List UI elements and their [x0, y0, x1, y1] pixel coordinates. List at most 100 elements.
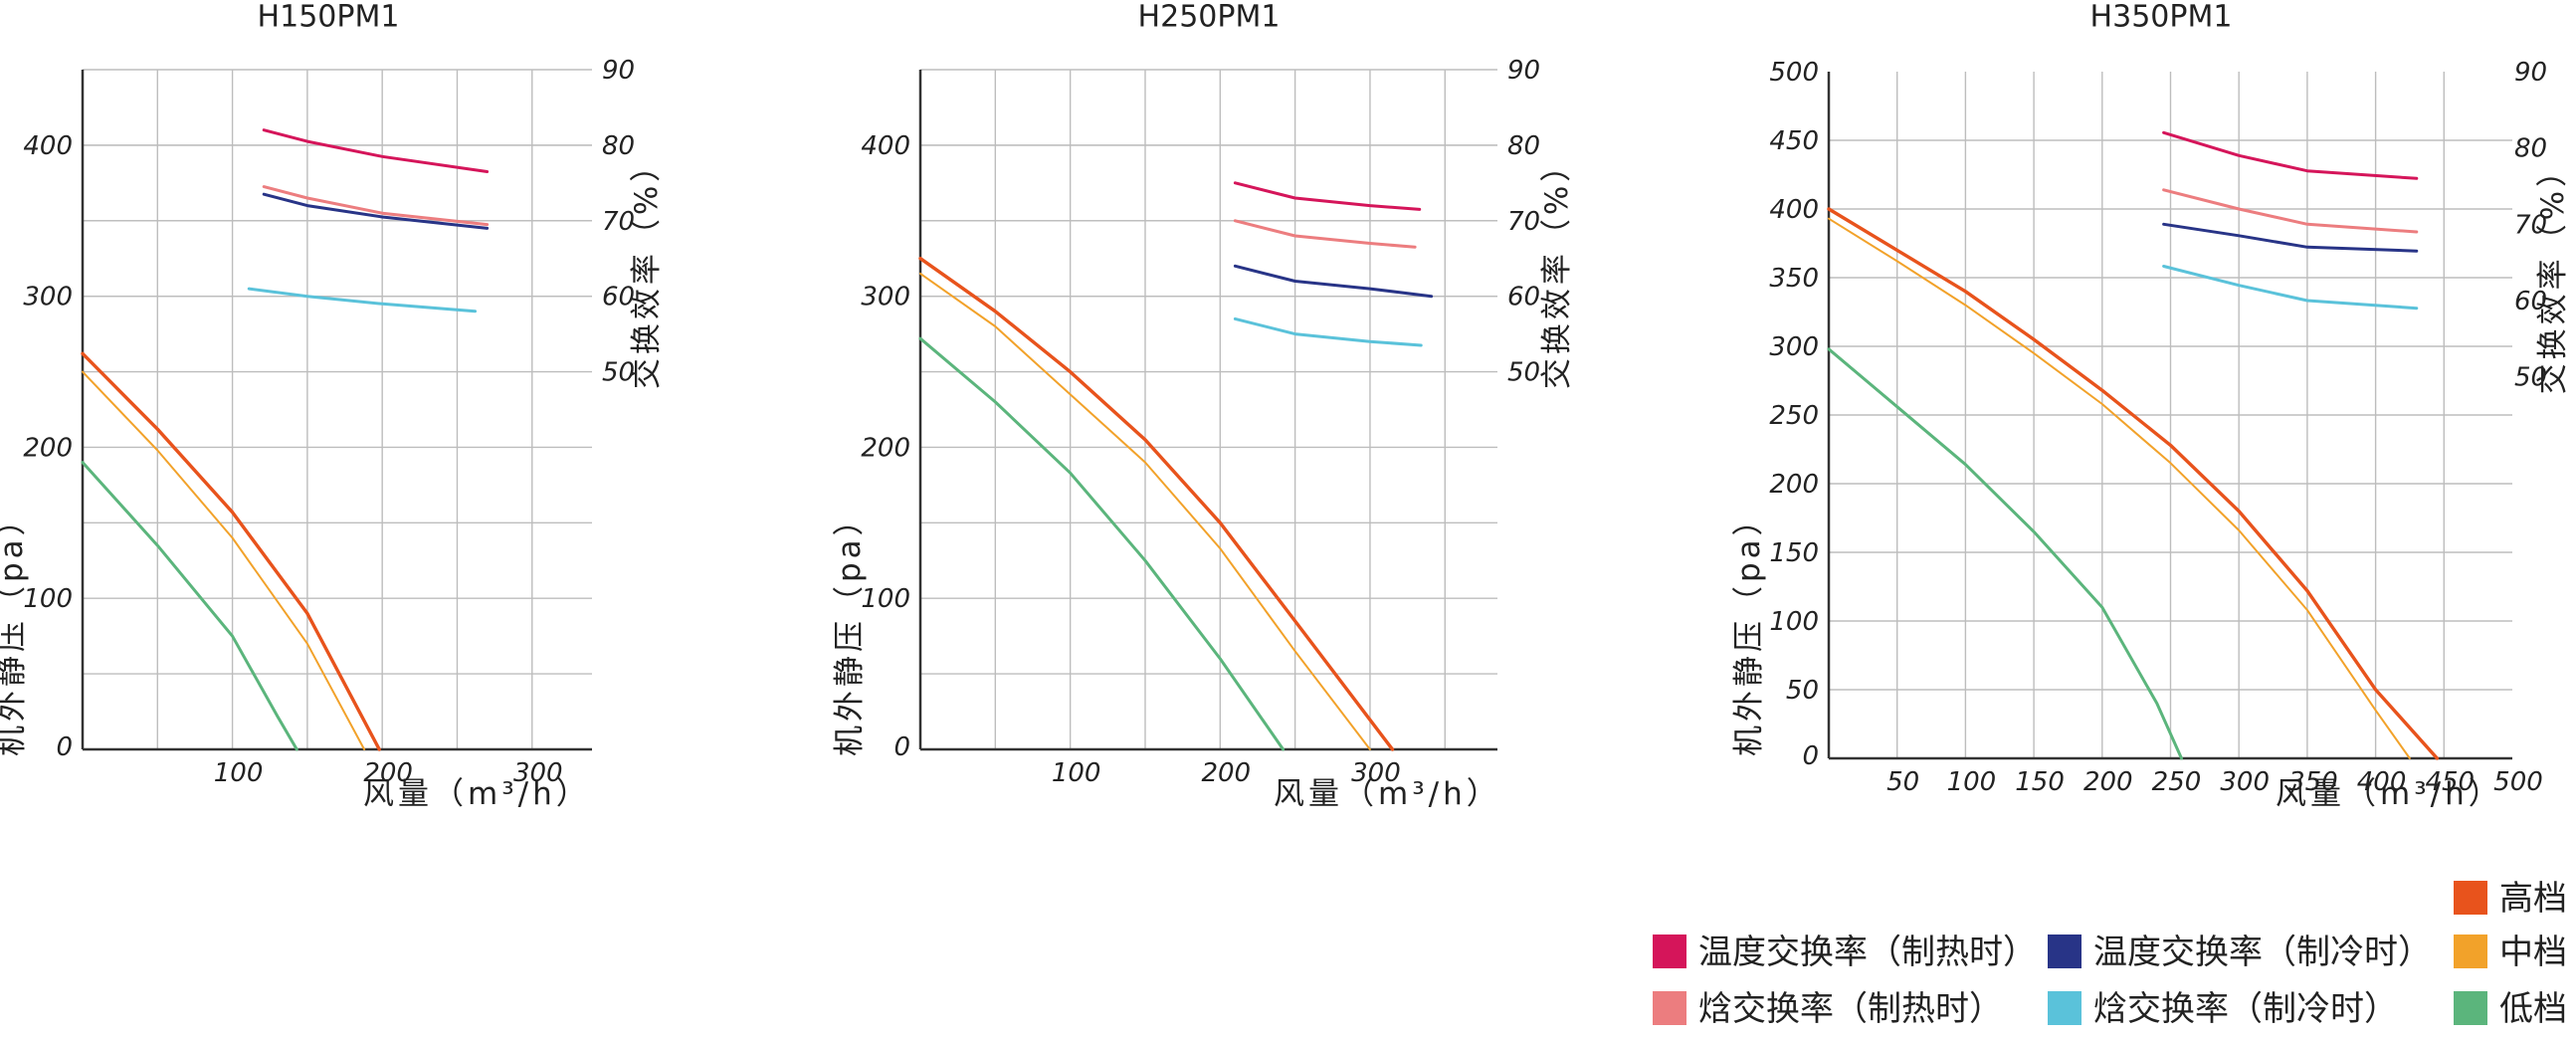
- x-tick-label: 350: [2288, 767, 2338, 797]
- y-axis-label: 机外静压（pa）: [0, 501, 30, 756]
- x-tick-label: 300: [1351, 758, 1401, 788]
- y-tick-label: 200: [23, 433, 73, 463]
- chart-title: H250PM1: [1138, 0, 1281, 35]
- series-line-low: [918, 336, 1286, 751]
- y-tick-label: 0: [56, 732, 73, 762]
- legend-label-temp_heat: 温度交换率（制热时）: [1698, 933, 2037, 972]
- y2-tick-label: 60: [1507, 283, 1540, 312]
- series-line-temp_cool: [2162, 222, 2419, 253]
- y-tick-label: 200: [861, 433, 910, 463]
- y-tick-label: 200: [1769, 470, 1819, 500]
- legend-label-enth_heat: 焓交换率（制热时）: [1698, 989, 2003, 1029]
- x-axis-label: 风量（m³/h）: [2276, 776, 2503, 812]
- y2-tick-label: 50: [2514, 363, 2547, 393]
- series-line-enth_heat: [2162, 188, 2419, 234]
- y-tick-label: 100: [23, 584, 73, 614]
- y-tick-label: 0: [893, 732, 910, 762]
- y2-tick-label: 60: [602, 283, 635, 312]
- series-line-temp_cool: [1233, 264, 1434, 299]
- legend-label-low: 低档: [2499, 989, 2567, 1029]
- y-tick-label: 300: [1769, 332, 1819, 362]
- legend-swatch-mid: [2454, 935, 2487, 968]
- series-line-high: [81, 351, 381, 751]
- legend-swatch-low: [2454, 991, 2487, 1025]
- y-axis-label: 机外静压（pa）: [1731, 501, 1767, 756]
- series-line-high: [1827, 207, 2440, 760]
- legend-swatch-enth_heat: [1653, 991, 1686, 1025]
- legend-swatch-temp_heat: [1653, 935, 1686, 968]
- y2-tick-label: 70: [2514, 210, 2547, 240]
- series-line-enth_cool: [2162, 265, 2419, 311]
- series-line-low: [81, 461, 298, 751]
- y-tick-label: 250: [1769, 401, 1819, 431]
- y2-tick-label: 50: [1507, 358, 1540, 388]
- chart-h150pm1: H150PM1 100 200 300 0 100 200 300 400 50 60 70 80 90 风…: [0, 0, 665, 812]
- y-tick-label: 350: [1769, 264, 1819, 294]
- legend-label-temp_cool: 温度交换率（制冷时）: [2093, 933, 2432, 972]
- legend-label-mid: 中档: [2499, 933, 2567, 972]
- x-tick-label: 200: [363, 758, 413, 788]
- y2-tick-label: 80: [2514, 134, 2547, 164]
- y2-tick-label: 50: [602, 358, 635, 388]
- y-tick-label: 50: [1786, 676, 1819, 706]
- series-line-enth_heat: [1233, 219, 1417, 249]
- x-tick-label: 250: [2152, 767, 2202, 797]
- series-line-high: [918, 257, 1395, 751]
- y-tick-label: 400: [23, 131, 73, 161]
- chart-title: H150PM1: [258, 0, 400, 35]
- y2-tick-label: 90: [2514, 58, 2547, 88]
- y2-tick-label: 80: [1507, 131, 1540, 161]
- x-tick-label: 200: [2083, 767, 2133, 797]
- legend-label-high: 高档: [2499, 879, 2567, 919]
- x-tick-label: 150: [2015, 767, 2065, 797]
- y2-tick-label: 90: [1507, 56, 1540, 86]
- legend-swatch-high: [2454, 881, 2487, 915]
- legend-label-enth_cool: 焓交换率（制冷时）: [2093, 989, 2398, 1029]
- y-tick-label: 300: [861, 283, 910, 312]
- y2-axis-label: 交换效率（%）: [2535, 152, 2571, 394]
- series-line-temp_heat: [2162, 130, 2419, 180]
- x-tick-label: 200: [1201, 758, 1251, 788]
- x-axis-label: 风量（m³/h）: [1274, 776, 1501, 812]
- series-line-mid: [82, 370, 366, 750]
- y2-tick-label: 80: [602, 131, 635, 161]
- x-tick-label: 400: [2357, 767, 2407, 797]
- legend-swatch-temp_cool: [2048, 935, 2081, 968]
- y2-tick-label: 70: [602, 207, 635, 237]
- y-tick-label: 0: [1802, 741, 1819, 771]
- chart-h250pm1: H250PM1 100 200 300 0 100 200 300 400 50 60 70 80 90 风…: [832, 0, 1575, 812]
- y-tick-label: 150: [1769, 538, 1819, 568]
- x-axis-label: 风量（m³/h）: [363, 776, 591, 812]
- series-line-enth_heat: [262, 185, 490, 227]
- y-tick-label: 450: [1769, 126, 1819, 156]
- y-axis-label: 机外静压（pa）: [832, 501, 868, 756]
- series-line-temp_heat: [1233, 181, 1422, 211]
- series-line-mid: [919, 272, 1371, 750]
- legend: 温度交换率（制热时） 焓交换率（制热时） 温度交换率（制冷时） 焓交换率（制冷时） 高档…: [1653, 879, 2567, 1029]
- x-tick-label: 300: [2220, 767, 2270, 797]
- x-tick-label: 450: [2425, 767, 2475, 797]
- y-tick-label: 500: [1769, 58, 1819, 88]
- y2-axis-label: 交换效率（%）: [1539, 147, 1575, 389]
- x-tick-label: 100: [1947, 767, 1997, 797]
- series-line-temp_cool: [262, 192, 490, 230]
- x-tick-label: 100: [214, 758, 264, 788]
- x-tick-label: 50: [1886, 767, 1919, 797]
- legend-swatch-enth_cool: [2048, 991, 2081, 1025]
- y-tick-label: 100: [1769, 607, 1819, 637]
- series-line-enth_cool: [247, 287, 477, 313]
- y-tick-label: 400: [861, 131, 910, 161]
- y-tick-label: 100: [861, 584, 910, 614]
- x-tick-label: 300: [513, 758, 563, 788]
- x-tick-label: 100: [1052, 758, 1101, 788]
- y2-axis-label: 交换效率（%）: [629, 147, 665, 389]
- y-tick-label: 400: [1769, 195, 1819, 225]
- series-line-temp_heat: [262, 128, 490, 173]
- series-line-mid: [1828, 217, 2411, 759]
- y2-tick-label: 70: [1507, 207, 1540, 237]
- y2-tick-label: 60: [2514, 287, 2547, 316]
- y-tick-label: 300: [23, 283, 73, 312]
- chart-title: H350PM1: [2090, 0, 2233, 35]
- series-line-low: [1827, 347, 2183, 760]
